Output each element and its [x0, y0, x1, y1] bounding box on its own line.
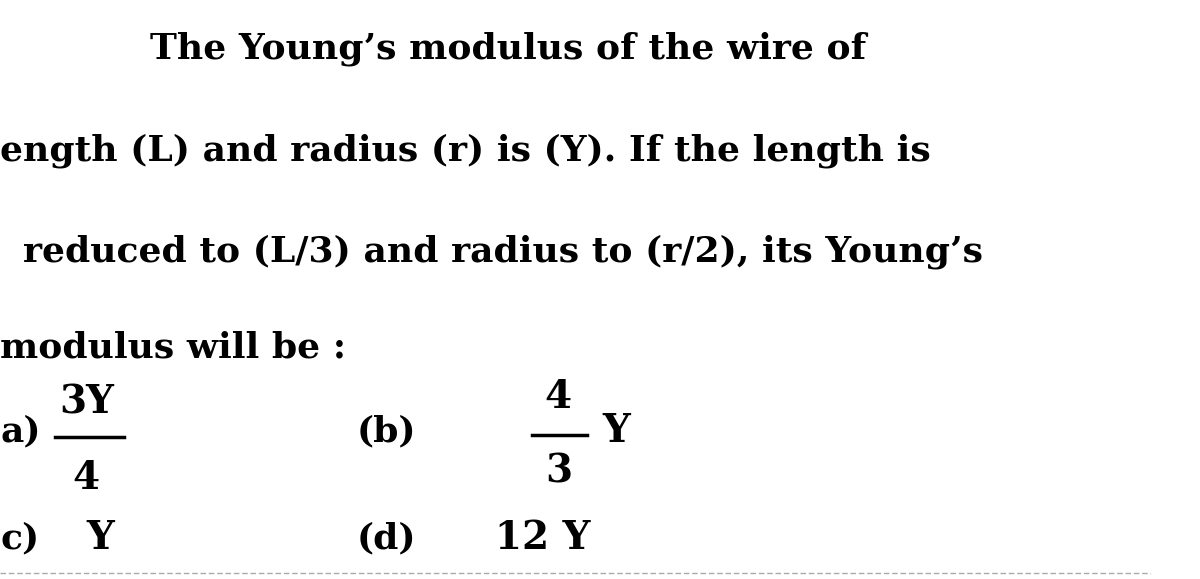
Text: 4: 4: [73, 459, 100, 497]
Text: c): c): [0, 522, 40, 555]
Text: (b): (b): [356, 415, 416, 448]
Text: (d): (d): [356, 522, 416, 555]
Text: a): a): [0, 415, 41, 448]
Text: 3Y: 3Y: [59, 383, 114, 422]
Text: 3: 3: [545, 453, 572, 491]
Text: The Young’s modulus of the wire of: The Young’s modulus of the wire of: [150, 32, 866, 67]
Text: 4: 4: [545, 378, 572, 416]
Text: 12 Y: 12 Y: [496, 519, 590, 558]
Text: Y: Y: [602, 412, 630, 450]
Text: reduced to (L/3) and radius to (r/2), its Young’s: reduced to (L/3) and radius to (r/2), it…: [23, 234, 983, 269]
Text: Y: Y: [86, 519, 114, 558]
Text: modulus will be :: modulus will be :: [0, 331, 346, 364]
Text: ength (L) and radius (r) is (Y). If the length is: ength (L) and radius (r) is (Y). If the …: [0, 133, 931, 168]
